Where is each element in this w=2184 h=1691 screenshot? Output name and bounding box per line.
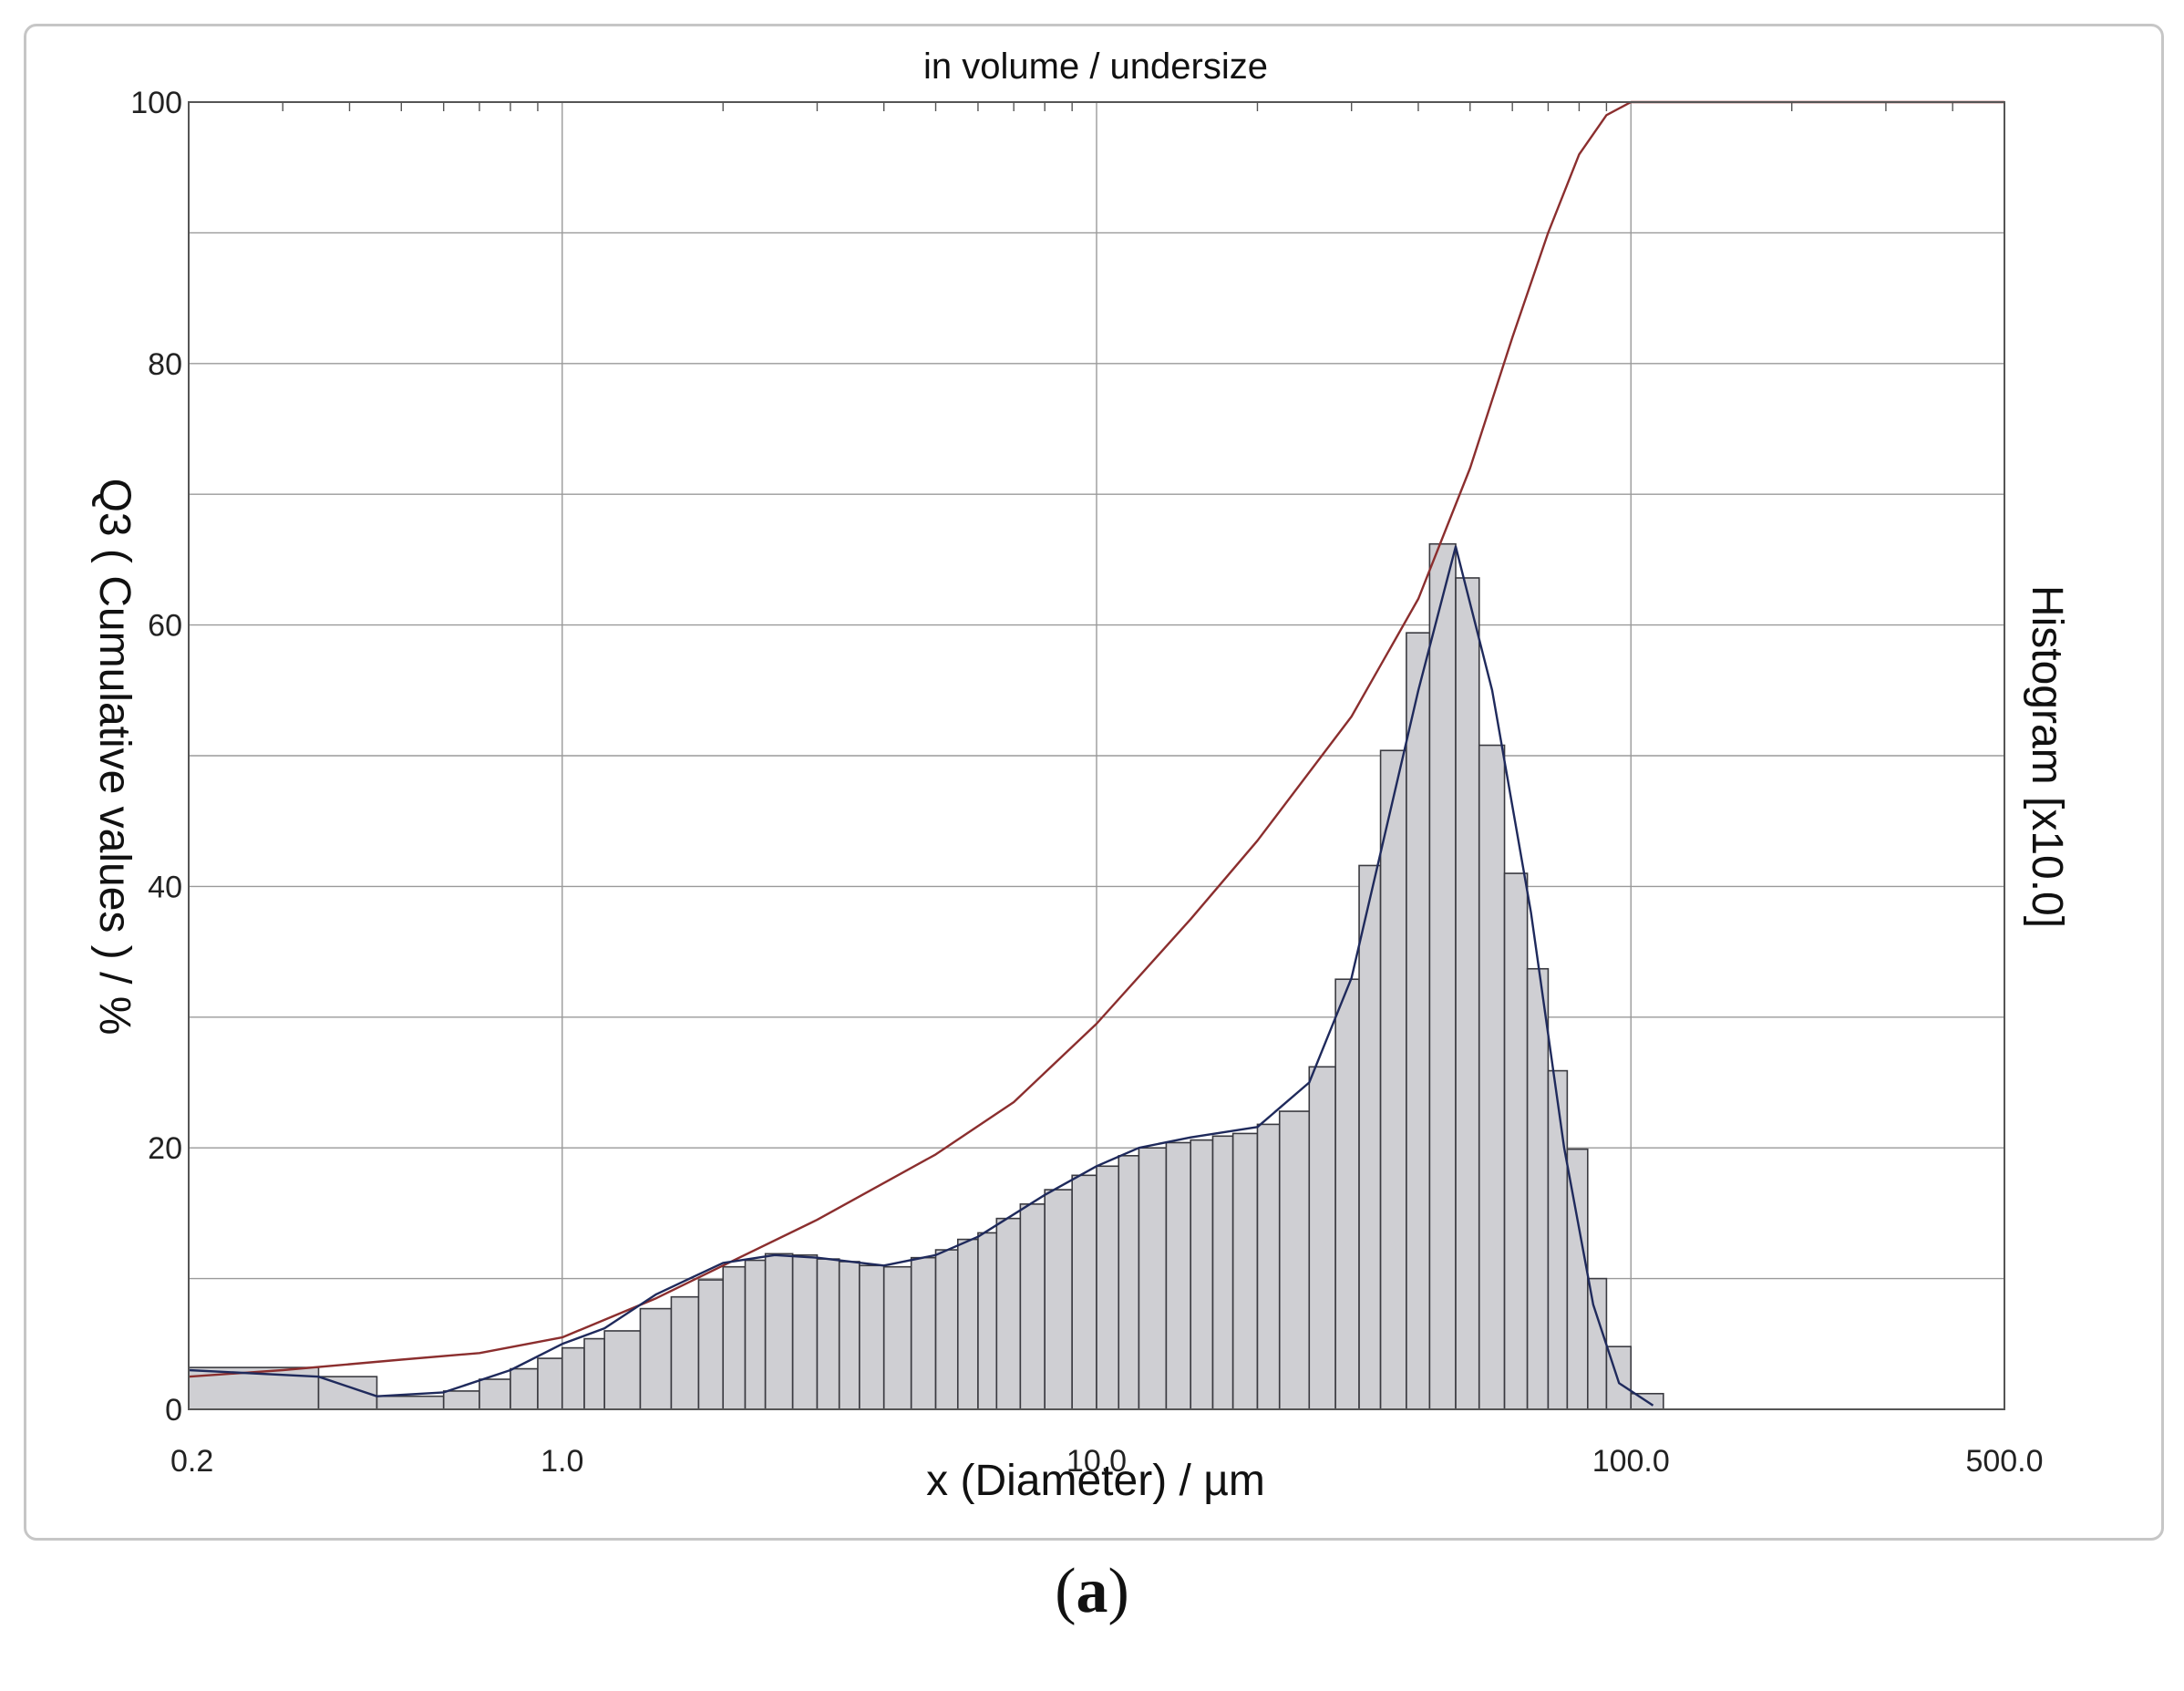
histogram-bar xyxy=(1334,978,1360,1410)
y-tick-label: 100 xyxy=(130,86,182,120)
histogram-bar xyxy=(882,1265,912,1410)
histogram-bar xyxy=(639,1307,673,1410)
figure-caption: (a) xyxy=(0,1555,2184,1628)
caption-letter: a xyxy=(1076,1556,1108,1626)
histogram-bar xyxy=(1358,864,1382,1410)
histogram-bar xyxy=(744,1259,767,1410)
x-tick-label: 500.0 xyxy=(1965,1444,2043,1479)
histogram-bar xyxy=(1478,744,1506,1410)
y-axis-title: Q3 ( Cumulative values ) / % xyxy=(90,479,139,1036)
y-tick-label: 60 xyxy=(148,609,182,644)
x-tick-label: 10.0 xyxy=(1066,1444,1127,1479)
histogram-bar xyxy=(1406,632,1431,1410)
histogram-bar xyxy=(1586,1277,1608,1410)
histogram-bar xyxy=(697,1279,725,1410)
histogram-bar xyxy=(764,1253,794,1410)
histogram-bar xyxy=(537,1357,563,1410)
histogram-bar xyxy=(1428,542,1457,1410)
histogram-bar xyxy=(670,1295,700,1410)
histogram-bar xyxy=(1190,1139,1214,1410)
histogram-bar xyxy=(1455,577,1480,1410)
histogram-bar xyxy=(956,1238,979,1410)
histogram-bar xyxy=(1138,1147,1168,1410)
x-tick-label: 1.0 xyxy=(541,1444,583,1479)
x-axis-title: x (Diameter) / µm xyxy=(926,1457,1265,1505)
y-tick-label: 40 xyxy=(148,870,182,904)
histogram-bar xyxy=(1019,1203,1046,1410)
histogram-bar xyxy=(1526,967,1550,1410)
histogram-bar xyxy=(977,1232,998,1410)
grid xyxy=(189,102,2004,1409)
y-tick-label: 20 xyxy=(148,1131,182,1166)
histogram-bar xyxy=(1044,1189,1073,1410)
caption-open-paren: ( xyxy=(1055,1556,1077,1626)
chart-title: in volume / undersize xyxy=(923,46,1268,87)
histogram-bar xyxy=(1308,1066,1336,1410)
histogram-bar xyxy=(859,1264,885,1410)
particle-size-chart: 0.2 1.0 10.0 100.0 500.0 0 20 40 60 80 100 in volu… xyxy=(90,46,2071,1505)
histogram-bar xyxy=(910,1256,937,1410)
histogram-bar xyxy=(1211,1135,1234,1410)
caption-close-paren: ) xyxy=(1107,1556,1129,1626)
secondary-axis-title: Histogram [x10.0] xyxy=(2023,585,2071,928)
histogram-bar xyxy=(722,1265,747,1410)
histogram-bar xyxy=(838,1261,860,1410)
x-tick-label: 100.0 xyxy=(1592,1444,1670,1479)
histogram-bar xyxy=(1566,1148,1589,1410)
density-curve xyxy=(188,545,1654,1407)
cumulative-curve xyxy=(188,100,2004,1378)
axis-ticks: 0.2 1.0 10.0 100.0 500.0 0 20 40 60 80 100 xyxy=(130,86,2043,1479)
histogram-bar xyxy=(995,1217,1022,1410)
histogram-bar xyxy=(1256,1123,1281,1410)
histogram-bar xyxy=(791,1253,819,1410)
histogram-bar xyxy=(1379,749,1407,1410)
histogram-bar xyxy=(1165,1141,1192,1410)
plot-frame xyxy=(188,101,2005,1410)
histogram-bar xyxy=(479,1378,511,1410)
histogram-bar xyxy=(1118,1155,1140,1410)
histogram-bar xyxy=(1096,1165,1120,1410)
histogram-bar xyxy=(510,1367,539,1410)
y-tick-label: 0 xyxy=(165,1393,182,1428)
histogram-bar xyxy=(1547,1069,1569,1410)
histogram-bars xyxy=(188,542,1664,1410)
histogram-bar xyxy=(1503,872,1529,1410)
histogram-bar xyxy=(816,1258,840,1410)
x-tick-label: 0.2 xyxy=(170,1444,213,1479)
histogram-bar xyxy=(1231,1132,1259,1410)
histogram-bar xyxy=(934,1249,959,1410)
histogram-bar xyxy=(603,1330,642,1410)
histogram-bar xyxy=(1278,1110,1311,1410)
histogram-bar xyxy=(442,1390,480,1410)
histogram-bar xyxy=(561,1346,585,1410)
histogram-bar xyxy=(1071,1174,1097,1410)
histogram-bar xyxy=(376,1395,445,1410)
series-lines xyxy=(188,100,2004,1407)
histogram-bar xyxy=(583,1337,605,1410)
y-tick-label: 80 xyxy=(148,347,182,382)
